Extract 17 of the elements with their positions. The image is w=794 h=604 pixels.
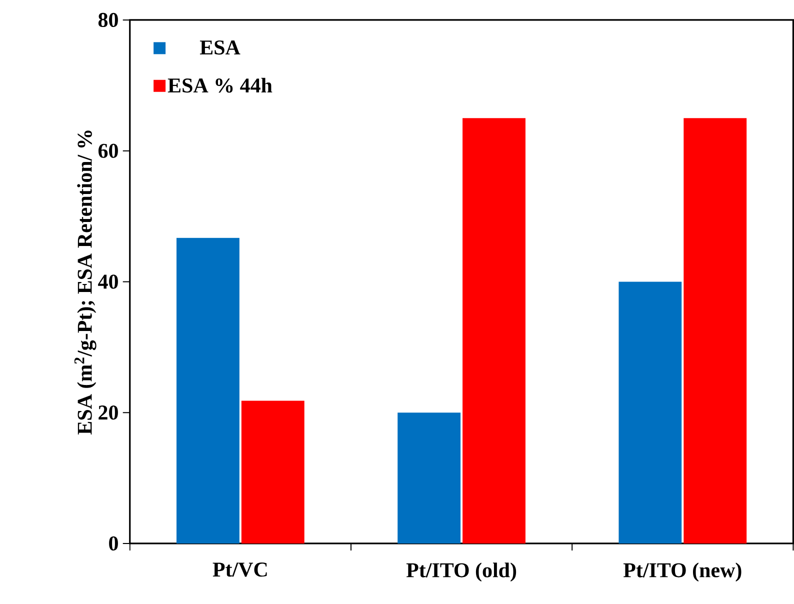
legend-label: ESA % 44h	[168, 78, 272, 92]
bar	[241, 400, 304, 544]
y-tick-label: 80	[98, 12, 118, 27]
bar	[618, 282, 682, 544]
bar	[176, 238, 240, 544]
y-axis-title: ESA (m$^{2}$/g-Pt); ESA Retention/ %	[74, 130, 96, 434]
y-tick-label: 0	[109, 536, 118, 550]
bar	[684, 118, 747, 544]
y-tick-label: 40	[98, 274, 118, 289]
x-tick-label: Pt/ITO (new)	[623, 562, 742, 582]
y-tick-label: 60	[98, 144, 118, 158]
x-tick-label: Pt/ITO (old)	[406, 562, 516, 582]
bar	[462, 118, 526, 544]
legend-label: ESA	[200, 40, 240, 54]
y-tick-label: 20	[98, 405, 118, 420]
bar	[398, 412, 461, 544]
x-tick-label: Pt/VC	[212, 562, 267, 577]
